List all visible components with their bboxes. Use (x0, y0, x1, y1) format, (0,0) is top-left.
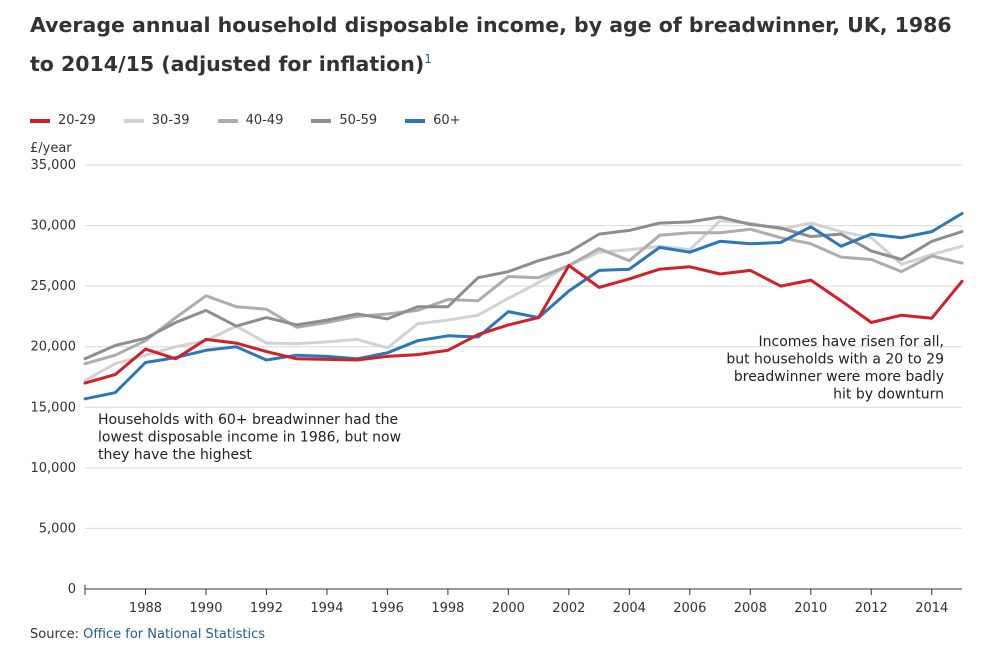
x-tick-label: 1990 (189, 601, 222, 616)
legend-item-50-59[interactable]: 50-59 (311, 113, 377, 128)
chart-legend: 20-29 30-39 40-49 50-59 60+ (30, 113, 489, 128)
chart-title: Average annual household disposable inco… (30, 8, 970, 81)
x-tick-label: 2008 (734, 601, 767, 616)
y-tick-label: 20,000 (31, 340, 77, 355)
x-tick-label: 2002 (552, 601, 585, 616)
legend-swatch (311, 118, 332, 123)
x-tick-label: 1992 (250, 601, 283, 616)
annotation-youngest-line: hit by downturn (833, 387, 944, 403)
footnote-marker[interactable]: 1 (424, 52, 432, 66)
legend-label: 60+ (433, 113, 461, 128)
x-tick-label: 1996 (371, 601, 404, 616)
x-tick-label: 2012 (855, 601, 888, 616)
y-tick-label: 10,000 (31, 461, 77, 476)
x-tick-label: 1994 (310, 601, 343, 616)
x-tick-label: 2004 (613, 601, 646, 616)
annotation-youngest-line: Incomes have risen for all, (759, 334, 944, 350)
annotation-youngest-line: but households with a 20 to 29 (726, 352, 944, 368)
series-line-50-59 (83, 215, 964, 361)
legend-label: 20-29 (58, 113, 96, 128)
legend-swatch (217, 118, 238, 123)
x-tick-label: 2014 (915, 601, 948, 616)
legend-swatch (30, 118, 50, 123)
y-axis-label: £/year (30, 141, 72, 156)
legend-swatch (405, 118, 426, 123)
source-label: Source: (30, 627, 80, 642)
chart-title-text: Average annual household disposable inco… (30, 13, 952, 76)
legend-item-60-plus[interactable]: 60+ (405, 113, 461, 128)
annotation-oldest-line: Households with 60+ breadwinner had the (98, 412, 398, 428)
x-tick-label: 2000 (492, 601, 525, 616)
y-tick-label: 35,000 (31, 158, 77, 173)
source-line: Source: Office for National Statistics (30, 627, 265, 642)
series-line-20-29 (83, 264, 964, 385)
x-tick-label: 2010 (794, 601, 827, 616)
annotation-youngest-line: breadwinner were more badly (734, 369, 944, 385)
annotation-oldest-line: lowest disposable income in 1986, but no… (98, 430, 401, 446)
series-line-40-49 (83, 227, 964, 366)
y-tick-label: 5,000 (39, 521, 76, 536)
legend-label: 30-39 (151, 113, 190, 128)
legend-label: 40-49 (245, 113, 284, 128)
source-link[interactable]: Office for National Statistics (83, 627, 265, 642)
y-tick-label: 25,000 (31, 279, 77, 294)
y-tick-label: 15,000 (31, 400, 77, 415)
legend-item-30-39[interactable]: 30-39 (123, 113, 190, 128)
legend-item-20-29[interactable]: 20-29 (30, 113, 96, 128)
series-line-30-39 (83, 219, 964, 383)
x-tick-label: 2006 (673, 601, 706, 616)
x-tick-label: 1988 (129, 601, 162, 616)
y-tick-label: 30,000 (31, 219, 77, 234)
legend-item-40-49[interactable]: 40-49 (217, 113, 284, 128)
legend-label: 50-59 (339, 113, 378, 128)
series-line-60-plus (83, 212, 964, 401)
x-tick-label: 1998 (431, 601, 464, 616)
legend-swatch (123, 118, 144, 123)
annotation-oldest-line: they have the highest (98, 447, 252, 463)
y-tick-label: 0 (68, 582, 76, 597)
